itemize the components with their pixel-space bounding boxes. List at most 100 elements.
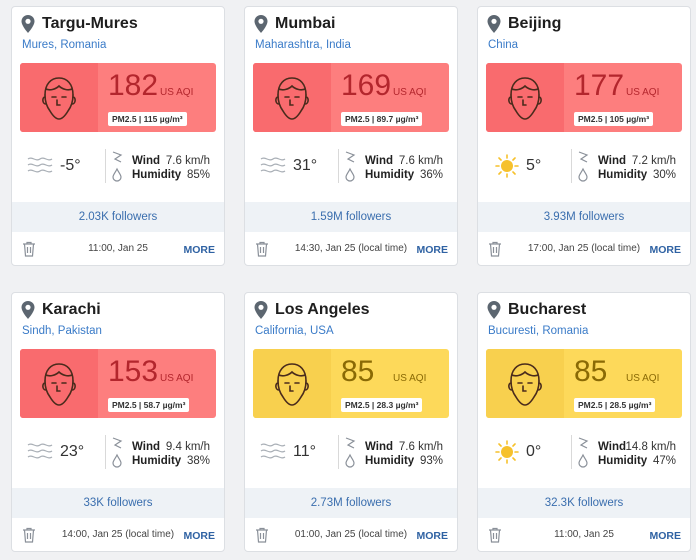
- wind-waves-icon: [260, 443, 286, 459]
- wind-humidity-icon: [345, 151, 356, 182]
- wind-label: Wind: [598, 155, 626, 167]
- more-button[interactable]: MORE: [416, 244, 449, 256]
- aqi-value: 85: [574, 355, 608, 388]
- aqi-panel: 85 US AQI PM2.5 | 28.5 µg/m³: [486, 349, 682, 418]
- region-link[interactable]: Bucuresti, Romania: [488, 325, 589, 337]
- city-name: Karachi: [42, 301, 101, 318]
- city-card[interactable]: Beijing China 177 US AQI PM2.5 | 105 µg/…: [477, 6, 691, 266]
- wind-humidity-icon: [112, 151, 123, 182]
- humidity-value: 93%: [419, 455, 443, 467]
- wind-label: Wind: [598, 441, 626, 453]
- humidity-label: Humidity: [132, 455, 182, 467]
- aqi-panel: 85 US AQI PM2.5 | 28.3 µg/m³: [253, 349, 449, 418]
- updated-time: 11:00, Jan 25: [88, 243, 148, 254]
- aqi-panel: 169 US AQI PM2.5 | 89.7 µg/m³: [253, 63, 449, 132]
- trash-icon[interactable]: [488, 241, 502, 257]
- more-button[interactable]: MORE: [183, 530, 216, 542]
- city-name-row[interactable]: Targu-Mures: [20, 13, 218, 35]
- card-header: Mumbai Maharashtra, India: [253, 13, 451, 51]
- region-link[interactable]: California, USA: [255, 325, 334, 337]
- weather-row: 23° Wind Humidity 9.4 km/h 38%: [20, 433, 216, 473]
- aqi-unit-label: US AQI: [626, 373, 660, 384]
- humidity-label: Humidity: [365, 169, 415, 181]
- pm25-badge: PM2.5 | 89.7 µg/m³: [341, 112, 423, 126]
- city-name: Beijing: [508, 15, 562, 32]
- wind-humidity-icon: [578, 437, 589, 468]
- trash-icon[interactable]: [22, 527, 36, 543]
- temperature: 31°: [293, 157, 318, 174]
- updated-time: 17:00, Jan 25 (local time): [527, 243, 641, 254]
- region-link[interactable]: Maharashtra, India: [255, 39, 351, 51]
- city-card[interactable]: Mumbai Maharashtra, India 169 US AQI PM2…: [244, 6, 458, 266]
- humidity-value: 47%: [652, 455, 676, 467]
- city-name-row[interactable]: Mumbai: [253, 13, 451, 35]
- weather-values: 14.8 km/h 47%: [626, 440, 677, 468]
- location-pin-icon: [254, 15, 268, 33]
- humidity-value: 38%: [186, 455, 210, 467]
- location-pin-icon: [487, 301, 501, 319]
- weather-row: 0° Wind Humidity 14.8 km/h 47%: [486, 433, 682, 473]
- weather-row: -5° Wind Humidity 7.6 km/h 85%: [20, 147, 216, 187]
- wind-label: Wind: [365, 155, 393, 167]
- aqi-value: 85: [341, 355, 375, 388]
- followers-button[interactable]: 2.03K followers: [12, 202, 224, 232]
- followers-button[interactable]: 32.3K followers: [478, 488, 690, 518]
- city-name-row[interactable]: Karachi: [20, 299, 218, 321]
- card-header: Los Angeles California, USA: [253, 299, 451, 337]
- humidity-label: Humidity: [598, 169, 648, 181]
- city-name: Mumbai: [275, 15, 336, 32]
- followers-button[interactable]: 33K followers: [12, 488, 224, 518]
- trash-icon[interactable]: [255, 241, 269, 257]
- weather-divider: [105, 435, 106, 469]
- face-mask-icon: [253, 349, 331, 418]
- weather-divider: [571, 149, 572, 183]
- card-footer: 01:00, Jan 25 (local time) MORE: [245, 521, 457, 549]
- weather-divider: [338, 149, 339, 183]
- trash-icon[interactable]: [488, 527, 502, 543]
- city-card[interactable]: Targu-Mures Mures, Romania 182 US AQI PM…: [11, 6, 225, 266]
- face-mask-icon: [486, 63, 564, 132]
- wind-humidity-icon: [578, 151, 589, 182]
- wind-waves-icon: [27, 443, 53, 459]
- card-footer: 14:30, Jan 25 (local time) MORE: [245, 235, 457, 263]
- city-name: Los Angeles: [275, 301, 370, 318]
- weather-divider: [338, 435, 339, 469]
- aqi-unit-label: US AQI: [393, 87, 427, 98]
- aqi-unit-label: US AQI: [393, 373, 427, 384]
- wind-humidity-icon: [112, 437, 123, 468]
- updated-time: 14:30, Jan 25 (local time): [294, 243, 408, 254]
- more-button[interactable]: MORE: [649, 244, 682, 256]
- followers-button[interactable]: 2.73M followers: [245, 488, 457, 518]
- face-mask-icon: [253, 63, 331, 132]
- trash-icon[interactable]: [255, 527, 269, 543]
- location-pin-icon: [487, 15, 501, 33]
- humidity-value: 30%: [652, 169, 676, 181]
- city-card[interactable]: Los Angeles California, USA 85 US AQI PM…: [244, 292, 458, 552]
- location-pin-icon: [21, 301, 35, 319]
- city-name-row[interactable]: Beijing: [486, 13, 684, 35]
- city-card[interactable]: Karachi Sindh, Pakistan 153 US AQI PM2.5…: [11, 292, 225, 552]
- city-card[interactable]: Bucharest Bucuresti, Romania 85 US AQI P…: [477, 292, 691, 552]
- followers-button[interactable]: 3.93M followers: [478, 202, 690, 232]
- followers-button[interactable]: 1.59M followers: [245, 202, 457, 232]
- updated-time: 14:00, Jan 25 (local time): [61, 529, 175, 540]
- region-link[interactable]: Mures, Romania: [22, 39, 107, 51]
- card-header: Beijing China: [486, 13, 684, 51]
- wind-value: 9.4 km/h: [165, 441, 210, 453]
- more-button[interactable]: MORE: [416, 530, 449, 542]
- wind-value: 7.2 km/h: [631, 155, 676, 167]
- city-name-row[interactable]: Bucharest: [486, 299, 684, 321]
- more-button[interactable]: MORE: [649, 530, 682, 542]
- wind-label: Wind: [132, 441, 160, 453]
- weather-values: 7.6 km/h 36%: [399, 154, 443, 182]
- city-name-row[interactable]: Los Angeles: [253, 299, 451, 321]
- region-link[interactable]: Sindh, Pakistan: [22, 325, 102, 337]
- aqi-unit-label: US AQI: [626, 87, 660, 98]
- weather-divider: [105, 149, 106, 183]
- pm25-badge: PM2.5 | 28.3 µg/m³: [341, 398, 423, 412]
- trash-icon[interactable]: [22, 241, 36, 257]
- more-button[interactable]: MORE: [183, 244, 216, 256]
- region-link[interactable]: China: [488, 39, 519, 51]
- aqi-panel: 182 US AQI PM2.5 | 115 µg/m³: [20, 63, 216, 132]
- humidity-value: 85%: [186, 169, 210, 181]
